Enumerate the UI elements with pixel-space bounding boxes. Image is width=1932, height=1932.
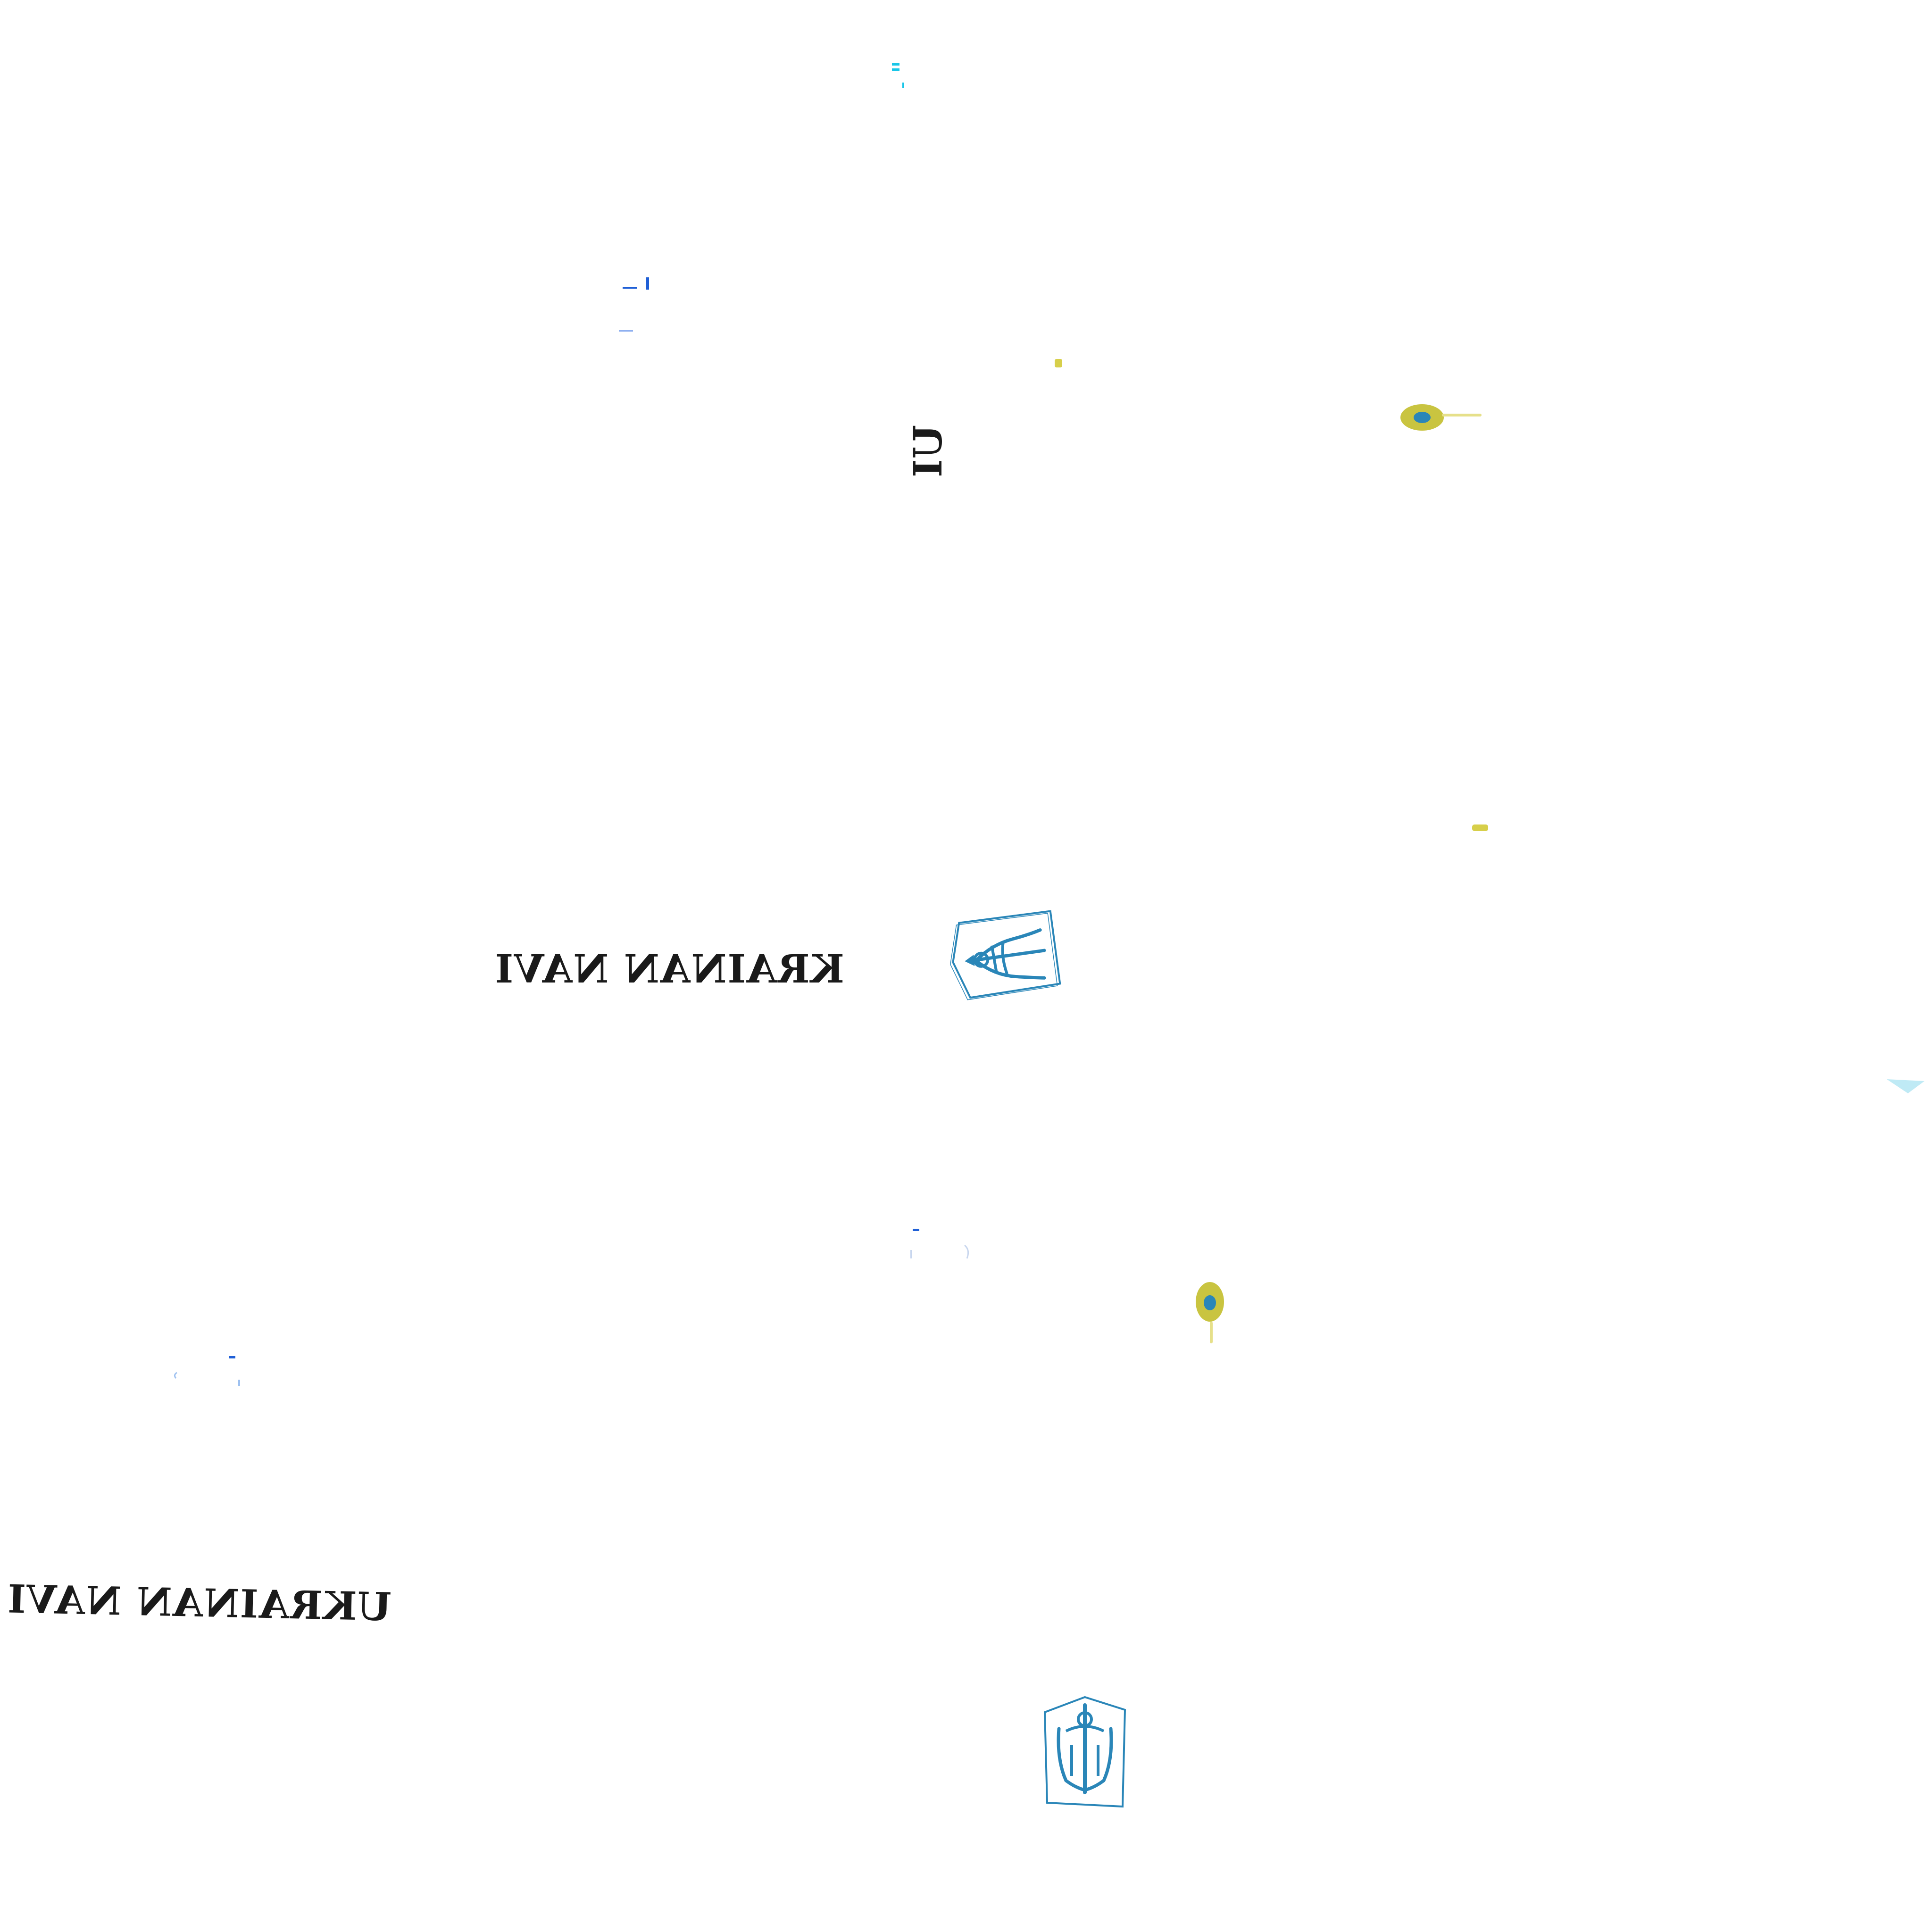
stencil-text-krainan-navi: KRAINAN NAVI [494,947,844,992]
speck-blue [910,1229,969,1259]
stencil-text-ukrainan-navi: UKRAINAN NAVI [6,1576,392,1630]
speck-yellow [1055,359,1062,367]
speck-yellow [1472,824,1488,831]
stencil-text-fragment: UI [907,425,949,478]
roundel-icon [1400,404,1482,431]
speck-cyan [1887,1079,1924,1093]
speck-cyan [892,63,904,88]
speck-blue [174,1356,240,1386]
trident-icon [950,910,1061,1000]
trident-icon [1043,1696,1126,1808]
roundel-icon [1196,1282,1224,1343]
speck-blue [619,277,649,332]
